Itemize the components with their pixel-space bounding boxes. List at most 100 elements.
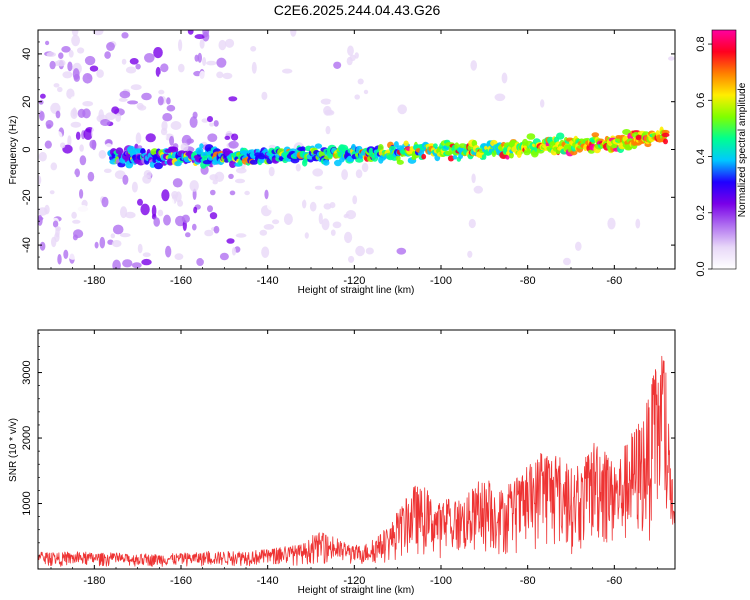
noise-blob bbox=[575, 241, 582, 251]
noise-blob bbox=[192, 223, 197, 231]
noise-blob bbox=[143, 170, 152, 179]
noise-blob bbox=[184, 63, 193, 72]
colorbar-gradient bbox=[712, 30, 736, 269]
ridge-cell bbox=[505, 155, 510, 160]
noise-blob bbox=[290, 30, 297, 37]
noise-blob bbox=[71, 211, 77, 219]
y-tick-label: 40 bbox=[21, 48, 33, 60]
noise-blob bbox=[194, 54, 199, 62]
noise-blob bbox=[166, 104, 176, 112]
noise-blob bbox=[348, 255, 355, 263]
noise-blob bbox=[210, 189, 216, 196]
noise-blob bbox=[259, 229, 268, 236]
noise-blob bbox=[157, 96, 164, 106]
noise-blob bbox=[112, 224, 124, 235]
ridge-cell bbox=[447, 155, 455, 162]
noise-blob bbox=[62, 71, 73, 79]
noise-blob bbox=[89, 65, 99, 72]
noise-blob bbox=[565, 156, 575, 167]
noise-blob bbox=[330, 99, 337, 106]
noise-blob bbox=[55, 110, 61, 119]
noise-blob bbox=[226, 238, 235, 244]
noise-blob bbox=[194, 34, 205, 40]
noise-blob bbox=[263, 224, 275, 230]
noise-blob bbox=[224, 135, 231, 140]
noise-blob bbox=[216, 57, 227, 68]
noise-blob bbox=[261, 246, 270, 258]
noise-blob bbox=[65, 195, 73, 200]
noise-blob bbox=[177, 199, 184, 207]
noise-blob bbox=[151, 204, 157, 217]
y-tick-label: 1000 bbox=[21, 491, 33, 515]
noise-blob bbox=[563, 257, 571, 266]
ridge-cell bbox=[170, 146, 179, 153]
noise-blob bbox=[137, 105, 147, 111]
noise-blob bbox=[617, 224, 628, 237]
noise-blob bbox=[244, 190, 250, 196]
noise-blob bbox=[57, 86, 63, 93]
noise-blob bbox=[178, 39, 183, 52]
x-tick-label: -140 bbox=[257, 275, 279, 287]
noise-blob bbox=[321, 218, 330, 231]
noise-blob bbox=[199, 39, 205, 49]
noise-blob bbox=[114, 170, 126, 180]
noise-blob bbox=[135, 132, 142, 144]
noise-blob bbox=[170, 121, 182, 130]
noise-blob bbox=[161, 259, 167, 269]
noise-blob bbox=[61, 46, 71, 53]
noise-blob bbox=[163, 214, 171, 226]
noise-blob bbox=[119, 90, 131, 99]
ridge-cell bbox=[403, 140, 409, 147]
noise-blob bbox=[540, 99, 545, 108]
x-tick-label: -60 bbox=[606, 275, 622, 287]
y-tick-label: 2000 bbox=[21, 426, 33, 450]
noise-blob bbox=[202, 30, 210, 38]
noise-blob bbox=[121, 58, 127, 65]
noise-blob bbox=[71, 34, 80, 47]
noise-blob bbox=[82, 236, 90, 244]
noise-blob bbox=[125, 66, 137, 74]
noise-blob bbox=[165, 222, 174, 235]
noise-blob bbox=[95, 220, 102, 229]
noise-blob bbox=[309, 45, 314, 56]
noise-blob bbox=[65, 172, 77, 184]
noise-blob bbox=[39, 111, 45, 121]
noise-blob bbox=[174, 253, 184, 260]
noise-blob bbox=[283, 213, 293, 225]
ridge-cell bbox=[452, 155, 458, 160]
noise-blob bbox=[49, 60, 56, 70]
ridge-cell bbox=[174, 160, 182, 167]
noise-blob bbox=[169, 135, 175, 146]
noise-blob bbox=[79, 189, 84, 199]
y-tick-label: 3000 bbox=[21, 360, 33, 384]
noise-blob bbox=[82, 73, 93, 84]
ridge-cell bbox=[314, 143, 323, 149]
x-tick-label: -120 bbox=[343, 575, 365, 587]
noise-blob bbox=[137, 243, 143, 254]
noise-blob bbox=[467, 250, 473, 258]
noise-blob bbox=[94, 241, 99, 249]
noise-blob bbox=[222, 72, 233, 80]
noise-blob bbox=[332, 221, 342, 229]
noise-blob bbox=[209, 122, 215, 127]
noise-blob bbox=[292, 118, 297, 126]
noise-blob bbox=[92, 30, 104, 36]
noise-blob bbox=[67, 250, 78, 260]
noise-blob bbox=[105, 112, 116, 121]
noise-blob bbox=[325, 109, 335, 116]
noise-blob bbox=[144, 53, 155, 63]
noise-blob bbox=[161, 120, 168, 131]
ridge-cell bbox=[663, 138, 668, 145]
snr-y-label: SNR (10 * v/v) bbox=[8, 418, 19, 482]
ridge-cell bbox=[166, 158, 174, 166]
noise-blob bbox=[228, 140, 239, 149]
noise-blob bbox=[219, 252, 229, 261]
ridge-cell bbox=[526, 133, 536, 140]
x-tick-label: -180 bbox=[83, 575, 105, 587]
noise-blob bbox=[130, 84, 142, 91]
noise-blob bbox=[250, 46, 257, 52]
noise-blob bbox=[259, 178, 271, 188]
noise-blob bbox=[118, 97, 128, 102]
noise-blob bbox=[121, 32, 129, 39]
noise-blob bbox=[54, 131, 63, 142]
